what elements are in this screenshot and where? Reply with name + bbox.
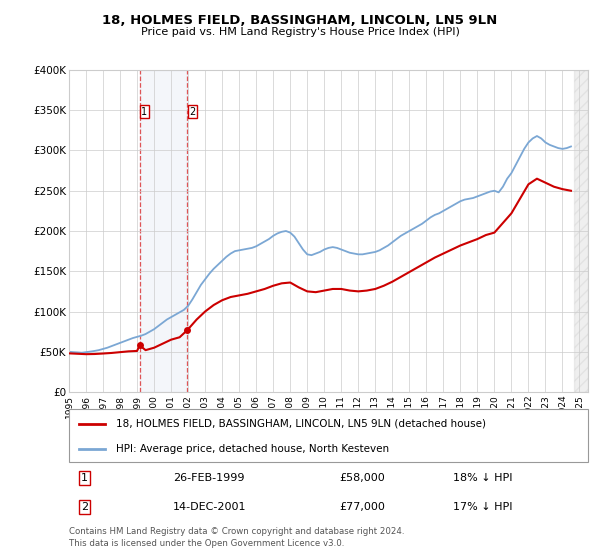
Text: 1: 1	[81, 473, 88, 483]
Text: 18, HOLMES FIELD, BASSINGHAM, LINCOLN, LN5 9LN (detached house): 18, HOLMES FIELD, BASSINGHAM, LINCOLN, L…	[116, 419, 486, 429]
Text: 14-DEC-2001: 14-DEC-2001	[173, 502, 247, 512]
Bar	[574, 70, 588, 392]
Text: HPI: Average price, detached house, North Kesteven: HPI: Average price, detached house, Nort…	[116, 444, 389, 454]
Text: 1: 1	[142, 107, 148, 117]
Text: £77,000: £77,000	[339, 502, 385, 512]
Bar	[140, 70, 187, 392]
Text: 2: 2	[189, 107, 196, 117]
FancyBboxPatch shape	[69, 409, 588, 462]
Text: 26-FEB-1999: 26-FEB-1999	[173, 473, 244, 483]
Text: Contains HM Land Registry data © Crown copyright and database right 2024.
This d: Contains HM Land Registry data © Crown c…	[69, 527, 404, 548]
Text: £58,000: £58,000	[339, 473, 385, 483]
Text: Price paid vs. HM Land Registry's House Price Index (HPI): Price paid vs. HM Land Registry's House …	[140, 27, 460, 37]
Text: 17% ↓ HPI: 17% ↓ HPI	[453, 502, 512, 512]
Text: 18, HOLMES FIELD, BASSINGHAM, LINCOLN, LN5 9LN: 18, HOLMES FIELD, BASSINGHAM, LINCOLN, L…	[103, 14, 497, 27]
Text: 18% ↓ HPI: 18% ↓ HPI	[453, 473, 512, 483]
Text: 2: 2	[81, 502, 88, 512]
